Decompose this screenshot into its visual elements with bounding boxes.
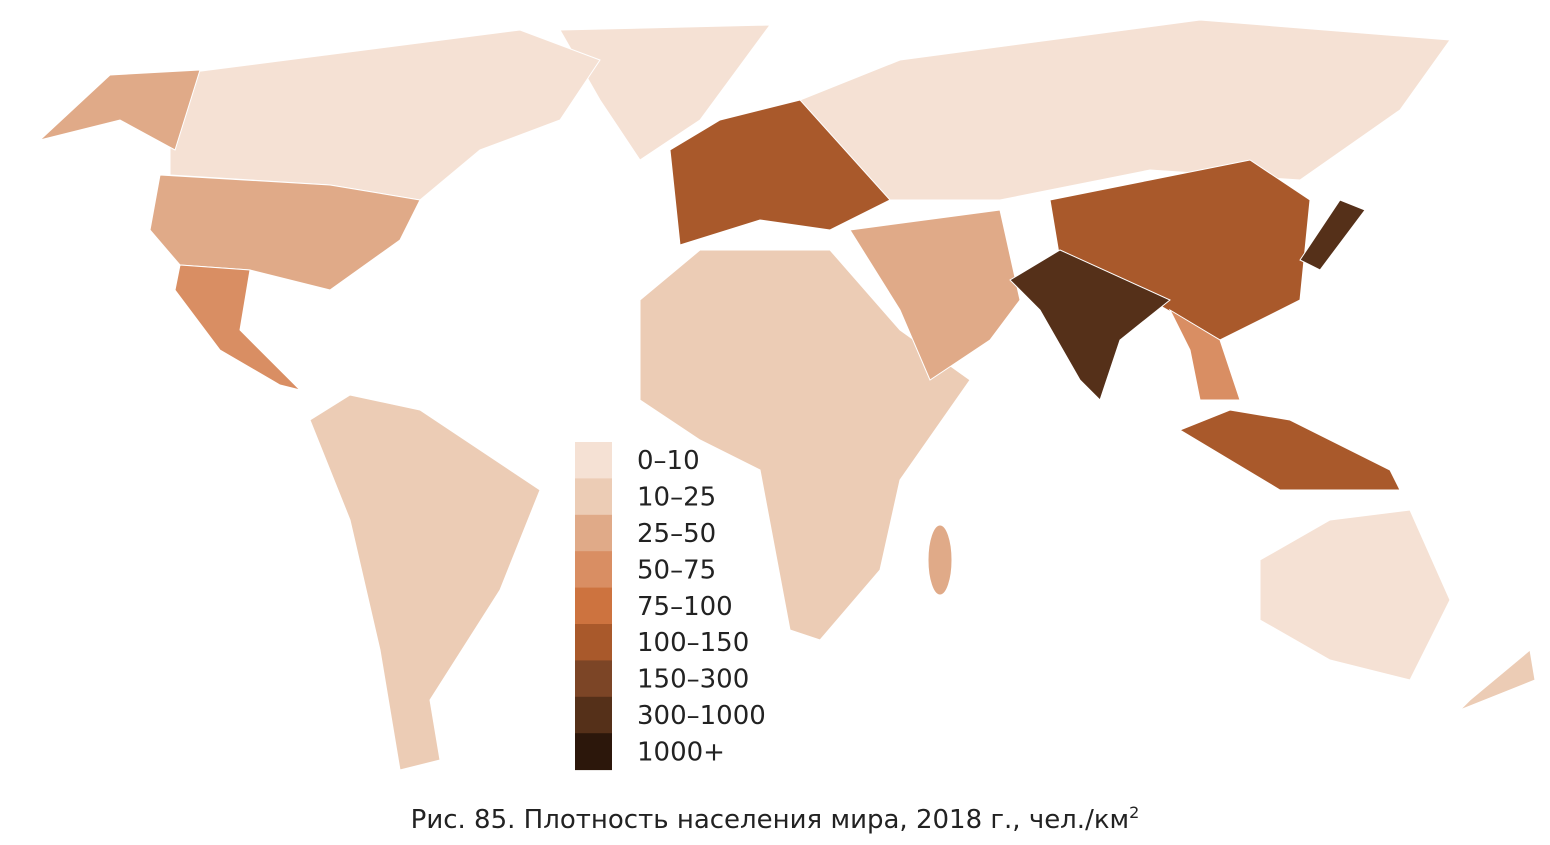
legend-label: 75–100 — [637, 592, 733, 622]
indonesia — [1178, 409, 1401, 491]
legend: 0–10 10–25 25–50 50–75 75–100 100–150 150–300 3… — [575, 442, 766, 771]
legend-swatch — [575, 587, 612, 625]
japan — [1299, 199, 1366, 271]
alaska — [39, 69, 201, 151]
southeast-asia — [1168, 308, 1241, 401]
new-zealand — [1459, 649, 1536, 711]
russia — [799, 19, 1451, 201]
india — [1009, 249, 1171, 401]
legend-label: 25–50 — [637, 519, 716, 549]
legend-swatch — [575, 442, 612, 479]
caption: Рис. 85. Плотность населения мира, 2018 … — [411, 803, 1140, 835]
legend-swatch — [575, 514, 612, 552]
legend-swatch — [575, 551, 612, 589]
legend-label: 50–75 — [637, 555, 716, 585]
legend-label: 150–300 — [637, 665, 749, 695]
canada — [169, 29, 601, 201]
legend-label: 100–150 — [637, 628, 749, 658]
central-america — [174, 264, 302, 391]
legend-swatch — [575, 696, 612, 734]
south-america — [309, 394, 541, 771]
legend-label: 300–1000 — [637, 701, 766, 731]
caption-superscript: 2 — [1129, 803, 1139, 822]
usa — [149, 174, 421, 291]
legend-swatch — [575, 733, 612, 771]
legend-swatch — [575, 624, 612, 661]
world-map — [39, 19, 1536, 771]
greenland — [559, 24, 772, 161]
middle-east — [849, 209, 1021, 381]
legend-swatch — [575, 660, 612, 698]
australia — [1259, 509, 1451, 681]
legend-label: 10–25 — [637, 483, 716, 513]
legend-swatch — [575, 478, 612, 516]
caption-text: Рис. 85. Плотность населения мира, 2018 … — [411, 805, 1130, 835]
legend-label: 0–10 — [637, 446, 700, 476]
madagascar — [927, 524, 953, 596]
legend-label: 1000+ — [637, 737, 725, 767]
africa — [639, 249, 971, 641]
